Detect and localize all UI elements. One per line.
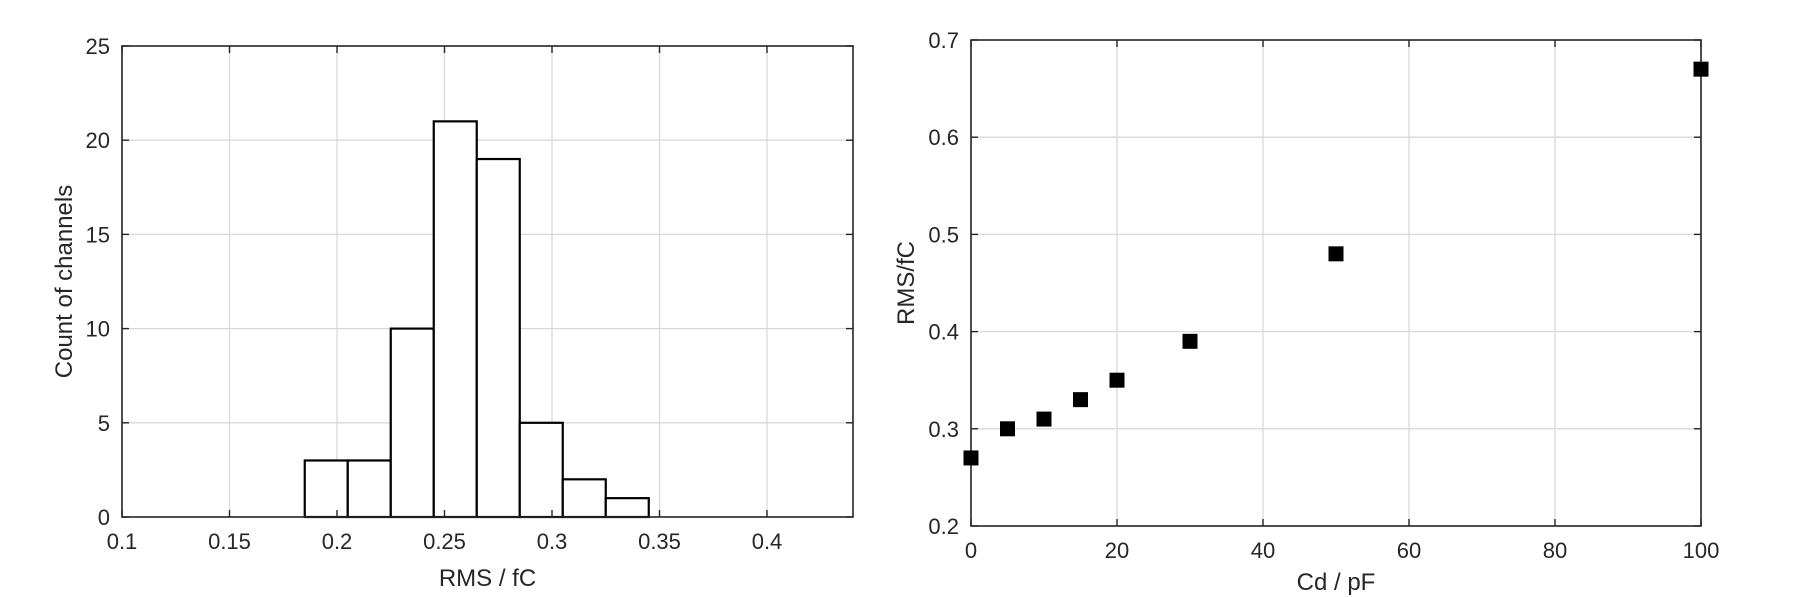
- scatter-point: [1693, 61, 1709, 77]
- histogram-bar: [604, 497, 650, 519]
- scatter-axes-box: [970, 39, 1702, 527]
- scatter-xtick-label: 80: [1543, 538, 1567, 563]
- scatter-ytick-label: 0.3: [928, 417, 959, 442]
- histogram-bar: [303, 459, 349, 519]
- hist-x-axis-label: RMS / fC: [439, 565, 536, 592]
- scatter-point: [1182, 333, 1198, 349]
- histogram-bar: [432, 120, 478, 519]
- hist-xtick-label: 0.25: [423, 529, 466, 554]
- scatter-point: [1328, 246, 1344, 262]
- scatter-point: [1109, 372, 1125, 388]
- histogram-panel: 0.1 0.15 0.2 0.25 0.3 0.35 0.4 0 5 10 15 20 25 RMS / …: [51, 34, 854, 592]
- hist-ytick-label: 25: [86, 34, 110, 59]
- hist-xtick-label: 0.3: [537, 529, 568, 554]
- histogram-bar: [475, 157, 521, 519]
- scatter-point: [1073, 392, 1088, 408]
- scatter-point: [963, 450, 979, 466]
- hist-xtick-label: 0.2: [322, 529, 353, 554]
- scatter-x-axis-label: Cd / pF: [1297, 569, 1376, 596]
- histogram-bar: [518, 421, 564, 519]
- scatter-ytick-label: 0.6: [928, 125, 959, 150]
- hist-xtick-label: 0.1: [107, 529, 138, 554]
- hist-ytick-label: 5: [98, 411, 110, 436]
- scatter-xtick-label: 100: [1683, 538, 1720, 563]
- scatter-ytick-label: 0.4: [928, 320, 959, 345]
- hist-y-axis-label: Count of channels: [51, 185, 78, 378]
- hist-ytick-label: 20: [86, 128, 110, 153]
- scatter-xtick-label: 20: [1105, 538, 1129, 563]
- scatter-point: [1036, 411, 1052, 427]
- scatter-ytick-label: 0.5: [928, 222, 959, 247]
- histogram-bar: [389, 327, 435, 519]
- scatter-xtick-label: 0: [965, 538, 977, 563]
- hist-ytick-label: 0: [98, 505, 110, 530]
- scatter-ytick-label: 0.7: [928, 28, 959, 53]
- scatter-xtick-label: 40: [1251, 538, 1275, 563]
- hist-ytick-label: 15: [86, 222, 110, 247]
- hist-xtick-label: 0.35: [638, 529, 681, 554]
- histogram-bar: [561, 478, 607, 519]
- hist-xtick-label: 0.4: [752, 529, 783, 554]
- hist-axes-box: [121, 45, 854, 518]
- scatter-ytick-label: 0.2: [928, 514, 959, 539]
- scatter-y-axis-label: RMS/fC: [893, 241, 920, 325]
- scatter-xtick-label: 60: [1397, 538, 1421, 563]
- hist-ytick-label: 10: [86, 317, 110, 342]
- scatter-point: [1000, 421, 1015, 437]
- histogram-bar: [346, 459, 392, 519]
- scatter-panel: 0 20 40 60 80 100 0.2 0.3 0.4 0.5 0.6 0.7 Cd / pF RMS…: [893, 28, 1719, 596]
- hist-xtick-label: 0.15: [208, 529, 251, 554]
